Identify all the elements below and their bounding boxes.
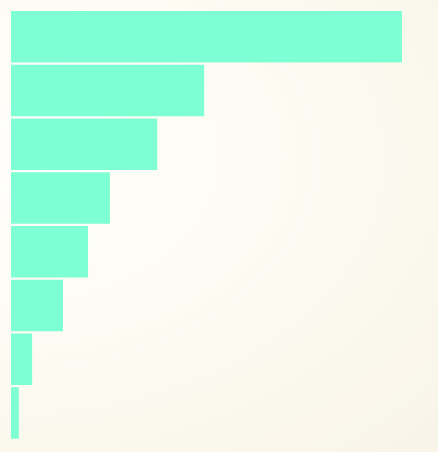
bar-4: [11, 172, 110, 224]
bar-2: [11, 64, 205, 117]
bar-3: [11, 118, 158, 170]
bars-group: [11, 11, 402, 439]
bar-5: [11, 226, 89, 278]
bar-6: [11, 279, 63, 332]
bar-7: [11, 333, 33, 385]
bar-8: [11, 387, 19, 439]
bar-1: [11, 11, 402, 63]
